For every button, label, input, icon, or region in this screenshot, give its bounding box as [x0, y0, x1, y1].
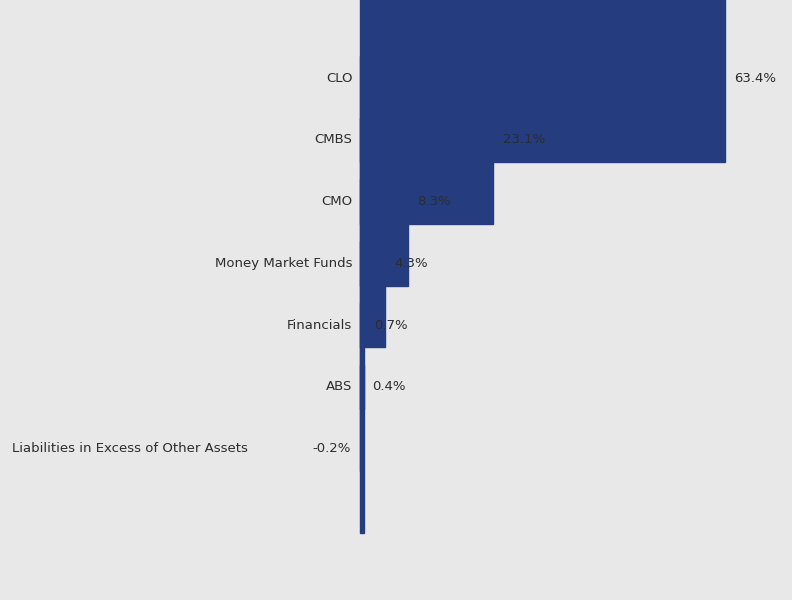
Text: 0.4%: 0.4% [372, 380, 406, 394]
Bar [360, 179, 385, 347]
Text: CLO: CLO [326, 71, 352, 85]
Bar [360, 303, 363, 471]
Text: 23.1%: 23.1% [503, 133, 545, 146]
Text: Money Market Funds: Money Market Funds [215, 257, 352, 270]
Bar [360, 241, 364, 409]
Text: CMO: CMO [322, 195, 352, 208]
Text: ABS: ABS [326, 380, 352, 394]
Text: 63.4%: 63.4% [734, 71, 776, 85]
Bar [360, 365, 364, 533]
Text: Liabilities in Excess of Other Assets: Liabilities in Excess of Other Assets [12, 442, 248, 455]
Bar [360, 56, 493, 224]
Bar [360, 118, 408, 286]
Text: -0.2%: -0.2% [313, 442, 351, 455]
Text: 8.3%: 8.3% [417, 195, 451, 208]
Text: 4.3%: 4.3% [394, 257, 428, 270]
Text: 0.7%: 0.7% [374, 319, 408, 332]
Bar [360, 0, 725, 162]
Text: CMBS: CMBS [314, 133, 352, 146]
Text: Financials: Financials [287, 319, 352, 332]
